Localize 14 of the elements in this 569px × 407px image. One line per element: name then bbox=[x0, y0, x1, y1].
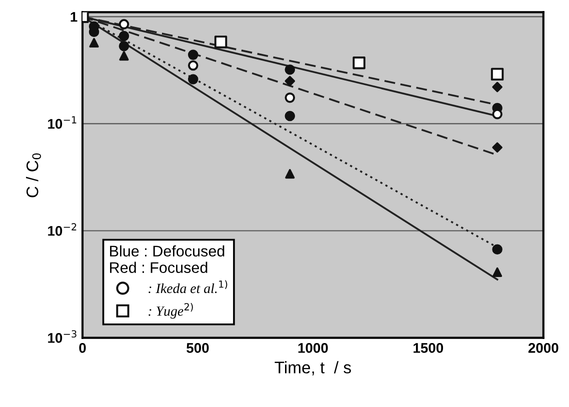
y-tick-label: 10$^{−2}$ bbox=[48, 223, 76, 236]
y-tick-label: 10$^{−1}$ bbox=[48, 116, 76, 129]
x-tick-label: 1500 bbox=[414, 343, 444, 353]
x-tick-label: 500 bbox=[186, 343, 209, 353]
x-tick-label: 0 bbox=[79, 343, 86, 353]
legend-label: : Ikeda et al.$^{1)}$ bbox=[148, 280, 228, 294]
x-axis-title: Time, t / s bbox=[274, 361, 351, 376]
legend-title: Blue : Defocused Red : Focused bbox=[110, 245, 224, 273]
y-tick-label: 10$^{−3}$ bbox=[48, 330, 76, 343]
x-tick-label: 2000 bbox=[528, 343, 558, 353]
y-axis-title: C / C$_{0}$ bbox=[26, 153, 42, 198]
y-tick-label: 1 bbox=[70, 12, 78, 22]
x-tick-label: 1000 bbox=[298, 343, 328, 353]
legend-label: : Yuge$^{2)}$ bbox=[148, 302, 193, 319]
